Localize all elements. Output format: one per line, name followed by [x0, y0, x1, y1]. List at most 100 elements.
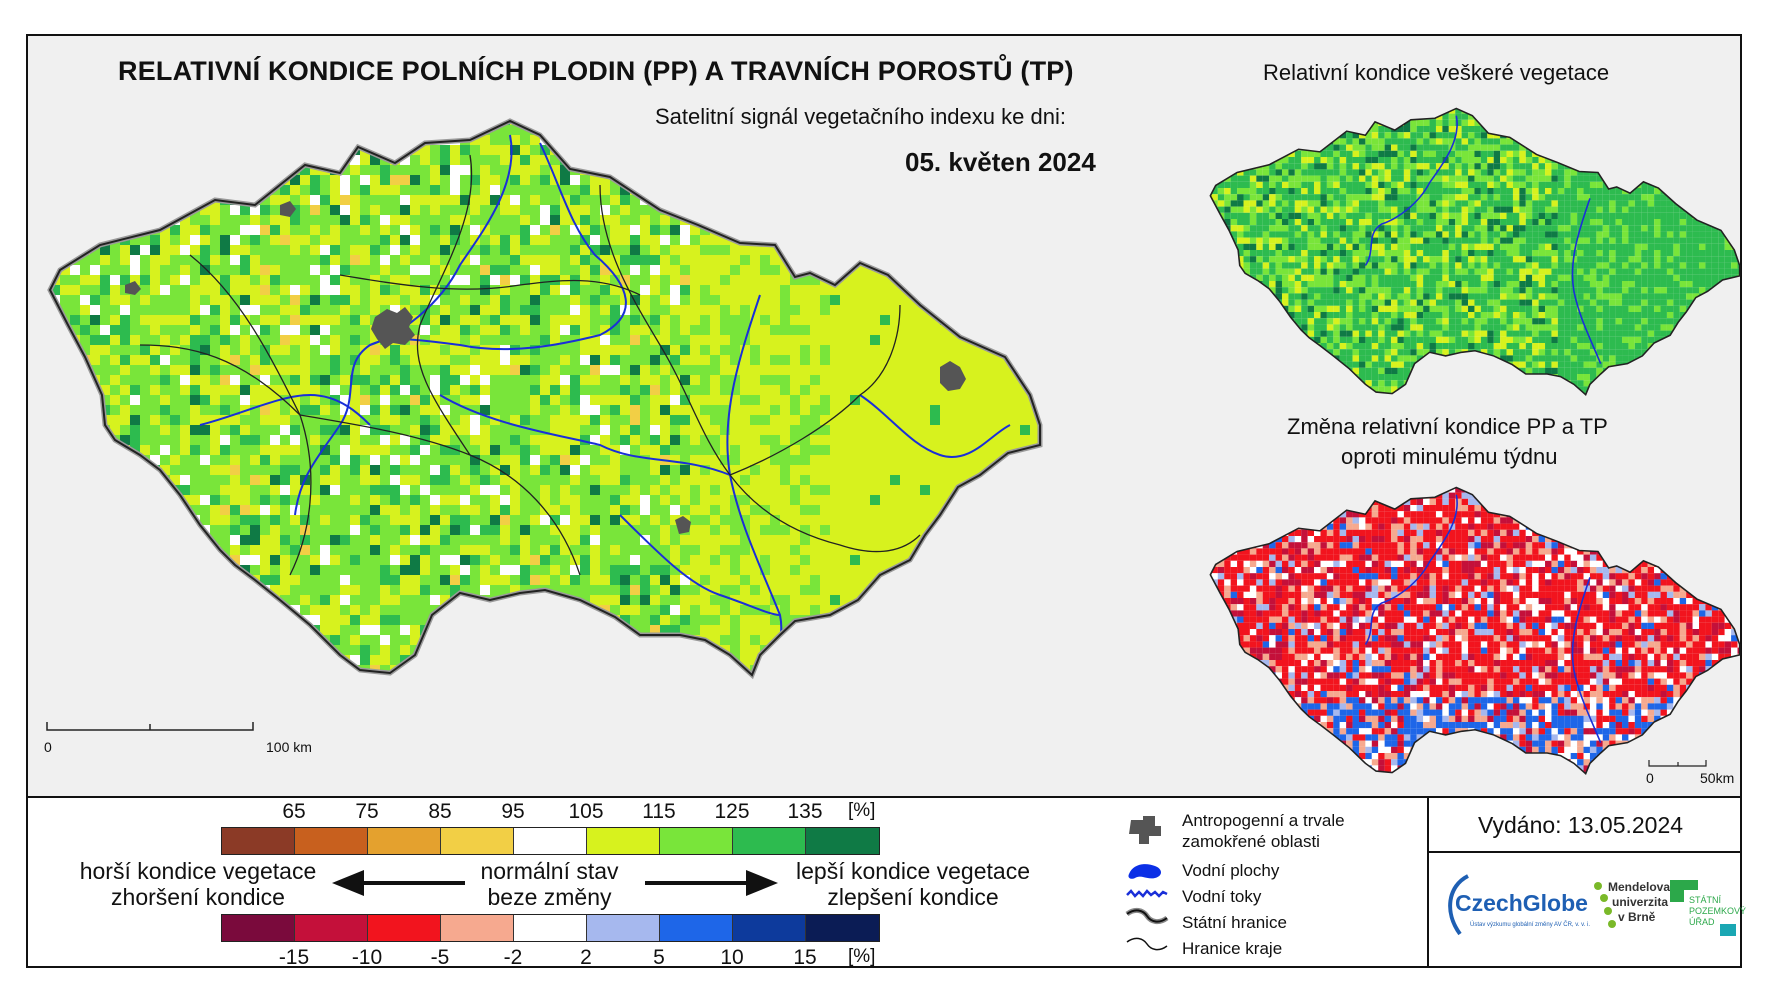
inset-scalebar-start: 0 [1646, 770, 1654, 786]
arrow-right-icon [645, 870, 778, 896]
condition-swatch [222, 828, 295, 854]
condition-tick-label: 135 [787, 800, 823, 823]
change-tick-label: -10 [351, 946, 383, 969]
urban-area [280, 201, 296, 217]
condition-tick-label: 115 [642, 800, 676, 823]
region-border-legend: Hranice kraje [1182, 939, 1283, 958]
water-body-icon [1128, 864, 1161, 879]
mendelu-line-3: v Brně [1618, 910, 1656, 924]
change-unit: [%] [848, 946, 876, 967]
inset2-rivers [1364, 494, 1602, 743]
worse-condition-label: horší kondice vegetace [79, 858, 317, 884]
urban-areas [125, 201, 966, 534]
main-scalebar-start: 0 [44, 739, 52, 755]
river-sazava [439, 394, 731, 476]
change-tick-label: 5 [653, 946, 665, 969]
river-dyje [619, 514, 781, 616]
change-swatch [806, 915, 879, 941]
condition-unit: [%] [848, 800, 876, 821]
better-label: lepší kondice vegetace zlepšení kondice [778, 858, 1048, 910]
legend-divider-horizontal [1427, 851, 1742, 853]
map-title: RELATIVNÍ KONDICE POLNÍCH PLODIN (PP) A … [118, 56, 1074, 86]
water-bodies-legend: Vodní plochy [1182, 861, 1280, 880]
region-border-icon [1126, 937, 1168, 951]
better-condition-label: lepší kondice vegetace [796, 858, 1030, 884]
condition-swatch [660, 828, 733, 854]
inset-vegetation-title: Relativní kondice veškeré vegetace [1263, 60, 1610, 85]
inset-scalebar-end: 50km [1700, 770, 1735, 786]
worse-label: horší kondice vegetace zhoršení kondice [68, 858, 328, 910]
change-swatch [587, 915, 660, 941]
state-border-legend: Státní hranice [1182, 913, 1287, 932]
change-tick-label: 15 [793, 946, 817, 969]
condition-tick-label: 85 [428, 800, 452, 823]
main-scalebar-end: 100 km [266, 739, 312, 755]
change-swatch [441, 915, 514, 941]
czechglobe-logo-subtitle: Ústav výzkumu globální změny AV ČR, v. v… [1470, 922, 1591, 928]
inset1-rivers [1364, 115, 1602, 364]
condition-tick-label: 95 [501, 800, 525, 823]
map-date: 05. květen 2024 [905, 147, 1096, 177]
czechglobe-logo: CzechGlobe [1455, 890, 1588, 916]
change-swatch [368, 915, 441, 941]
spu-line-2: POZEMKOVÝ [1689, 906, 1747, 916]
all-vegetation-grid [1210, 108, 1740, 395]
urban-area-icon [1129, 816, 1161, 844]
condition-tick-label: 105 [568, 800, 604, 823]
condition-swatch [368, 828, 441, 854]
change-swatch [514, 915, 587, 941]
mendelu-line-1: Mendelova [1608, 880, 1671, 894]
no-change-label: beze změny [487, 884, 612, 910]
arrow-left-icon [332, 870, 465, 896]
urban-area-brno [675, 516, 691, 534]
urban-legend-1: Antropogenní a trvale [1182, 811, 1345, 830]
condition-swatch [514, 828, 587, 854]
change-tick-label: -15 [278, 946, 310, 969]
condition-change-map [1209, 486, 1741, 775]
condition-tick-label: 125 [714, 800, 750, 823]
urban-area-prague [371, 307, 415, 349]
issued-date: Vydáno: 13.05.2024 [1478, 812, 1684, 838]
inset-scalebar [1648, 760, 1707, 767]
change-tick-label: -2 [503, 946, 523, 969]
region-borders [139, 154, 921, 576]
condition-tick-label: 75 [355, 800, 379, 823]
vegetation-condition-grid [50, 121, 1040, 675]
condition-swatch [295, 828, 368, 854]
river-berounka [199, 393, 371, 426]
normal-state-label: normální stav [480, 858, 619, 884]
change-swatch [222, 915, 295, 941]
improvement-label: zlepšení kondice [827, 884, 999, 910]
change-tick-label: 2 [580, 946, 592, 969]
vegetation-condition-map [1209, 107, 1741, 396]
rivers-legend: Vodní toky [1182, 887, 1262, 906]
change-tick-label: -5 [430, 946, 450, 969]
urban-area [125, 281, 141, 295]
spu-logo: STÁTNÍ POZEMKOVÝ ÚŘAD [1689, 895, 1746, 928]
spu-line-3: ÚŘAD [1689, 917, 1715, 927]
mendelu-line-2: univerzita [1612, 895, 1669, 909]
river-icon [1126, 889, 1168, 898]
condition-swatch [733, 828, 806, 854]
spu-line-1: STÁTNÍ [1689, 895, 1722, 905]
inset-change-title-2: oproti minulému týdnu [1341, 444, 1558, 469]
change-colorbar [221, 914, 880, 942]
river-labe [369, 142, 627, 351]
river-odra [859, 394, 1011, 458]
urban-legend-2: zamokřené oblasti [1182, 832, 1320, 851]
condition-tick-label: 65 [282, 800, 306, 823]
mendelu-logo: Mendelova univerzita v Brně [1608, 880, 1670, 925]
czechglobe-logo-arc [1448, 874, 1470, 936]
condition-swatch [441, 828, 514, 854]
condition-colorbar [221, 827, 880, 855]
condition-swatch [806, 828, 879, 854]
deterioration-label: zhoršení kondice [111, 884, 285, 910]
change-swatch [733, 915, 806, 941]
legend-divider-vertical [1427, 796, 1429, 968]
spu-logo-shapes [1670, 880, 1736, 936]
map-subtitle: Satelitní signál vegetačního indexu ke d… [655, 104, 1066, 129]
mendelu-logo-dots [1594, 882, 1616, 928]
normal-label: normální stav beze změny [462, 858, 637, 910]
urban-area-ostrava [940, 361, 966, 391]
inset-change-title-1: Změna relativní kondice PP a TP [1287, 414, 1608, 439]
